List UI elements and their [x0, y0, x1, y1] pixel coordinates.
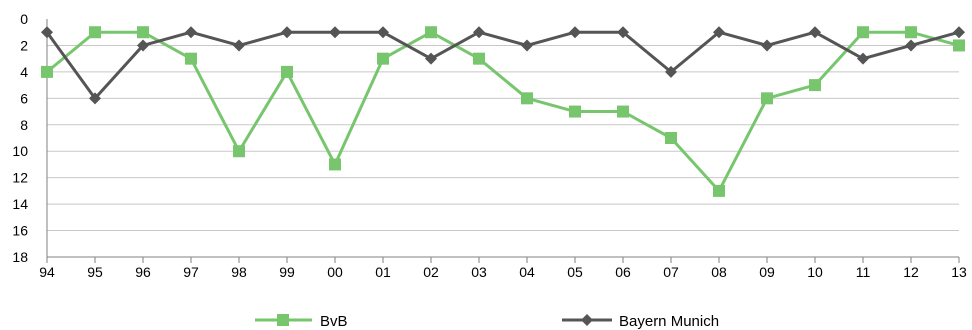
data-point-bayern-munich-97 [185, 26, 197, 39]
legend-bvb-marker [277, 314, 289, 326]
x-tick-label-00: 00 [327, 264, 343, 280]
data-point-bvb-01 [377, 52, 389, 65]
data-point-bvb-07 [665, 132, 677, 144]
data-point-bvb-05 [569, 105, 581, 118]
data-point-bayern-munich-11 [857, 52, 869, 65]
x-tick-label-11: 11 [856, 264, 871, 280]
x-tick-label-94: 94 [39, 264, 55, 280]
x-axis-tick-labels: 94 95 96 97 98 99 00 01 02 03 04 05 06 07 08 09 10 11 12 13 [39, 264, 967, 280]
data-point-bvb-04 [521, 92, 533, 105]
data-point-bvb-97 [185, 52, 197, 65]
y-tick-label-16: 16 [12, 223, 28, 239]
data-point-bvb-12 [905, 26, 917, 39]
x-tick-label-03: 03 [471, 264, 487, 280]
data-point-bvb-94 [41, 65, 53, 78]
data-point-bayern-munich-10 [809, 26, 821, 39]
legend-bayern-munich-marker [581, 314, 593, 326]
y-tick-label-4: 4 [20, 64, 28, 80]
data-point-bvb-95 [89, 26, 101, 39]
x-tick-label-05: 05 [567, 264, 583, 280]
y-tick-label-6: 6 [20, 90, 28, 106]
x-tick-label-08: 08 [711, 264, 727, 280]
x-tick-label-07: 07 [663, 264, 679, 280]
data-point-bayern-munich-05 [569, 26, 581, 39]
data-point-bvb-13 [953, 39, 965, 52]
data-point-bayern-munich-09 [761, 39, 773, 52]
x-tick-label-95: 95 [87, 264, 103, 280]
series-bayern-munich-line [45, 30, 960, 100]
data-point-bayern-munich-12 [905, 39, 917, 52]
data-point-bvb-06 [617, 105, 629, 118]
data-point-bayern-munich-13 [953, 26, 965, 39]
y-tick-label-12: 12 [12, 170, 28, 186]
data-point-bayern-munich-98 [233, 39, 245, 52]
series-bvb-line [46, 30, 960, 193]
data-point-bayern-munich-94 [41, 26, 53, 39]
data-point-bayern-munich-03 [473, 26, 485, 39]
data-point-bayern-munich-96 [137, 39, 149, 52]
x-tick-label-06: 06 [615, 264, 631, 280]
legend-item-bayern-munich: Bayern Munich [562, 313, 719, 330]
x-tick-label-13: 13 [951, 264, 967, 280]
data-point-bayern-munich-04 [521, 39, 533, 52]
data-point-bayern-munich-00 [329, 26, 341, 39]
data-point-bayern-munich-95 [89, 92, 101, 105]
data-point-bvb-00 [329, 158, 341, 171]
data-point-bvb-03 [473, 52, 485, 65]
x-tick-label-98: 98 [231, 264, 247, 280]
x-tick-label-09: 09 [759, 264, 775, 280]
data-point-bvb-99 [281, 65, 293, 78]
legend: BvB Bayern Munich [255, 313, 719, 330]
data-point-bayern-munich-99 [281, 26, 293, 39]
data-point-bayern-munich-06 [617, 26, 629, 39]
x-tick-label-96: 96 [135, 264, 151, 280]
x-tick-label-97: 97 [183, 264, 199, 280]
legend-item-bvb: BvB [255, 313, 348, 330]
series-bayern-munich [41, 26, 965, 105]
y-tick-label-14: 14 [12, 196, 28, 212]
y-axis-tick-labels: 0 2 4 6 8 10 12 14 16 18 [12, 11, 28, 265]
data-point-bayern-munich-07 [665, 65, 677, 78]
series-layer [41, 26, 965, 197]
x-tick-label-02: 02 [423, 264, 439, 280]
data-point-bvb-08 [713, 184, 725, 197]
axes [46, 19, 960, 263]
data-point-bayern-munich-01 [377, 26, 389, 39]
data-point-bvb-02 [425, 26, 437, 39]
x-tick-label-12: 12 [903, 264, 919, 280]
series-bvb [41, 26, 965, 197]
data-point-bvb-11 [857, 26, 869, 39]
data-point-bvb-96 [137, 26, 149, 39]
legend-bvb-label: BvB [320, 313, 348, 330]
x-tick-label-04: 04 [519, 264, 535, 280]
x-tick-label-99: 99 [279, 264, 295, 280]
data-point-bvb-98 [233, 145, 245, 158]
y-tick-label-8: 8 [20, 117, 28, 133]
x-tick-label-10: 10 [807, 264, 823, 280]
y-tick-label-18: 18 [12, 249, 28, 265]
y-tick-label-2: 2 [20, 37, 28, 53]
data-point-bvb-10 [809, 79, 821, 92]
y-tick-label-10: 10 [12, 143, 28, 159]
legend-bayern-munich-label: Bayern Munich [619, 313, 719, 330]
y-tick-label-0: 0 [20, 11, 28, 27]
data-point-bayern-munich-02 [425, 52, 437, 65]
data-point-bvb-09 [761, 92, 773, 105]
x-tick-label-01: 01 [375, 264, 391, 280]
data-point-bayern-munich-08 [713, 26, 725, 39]
